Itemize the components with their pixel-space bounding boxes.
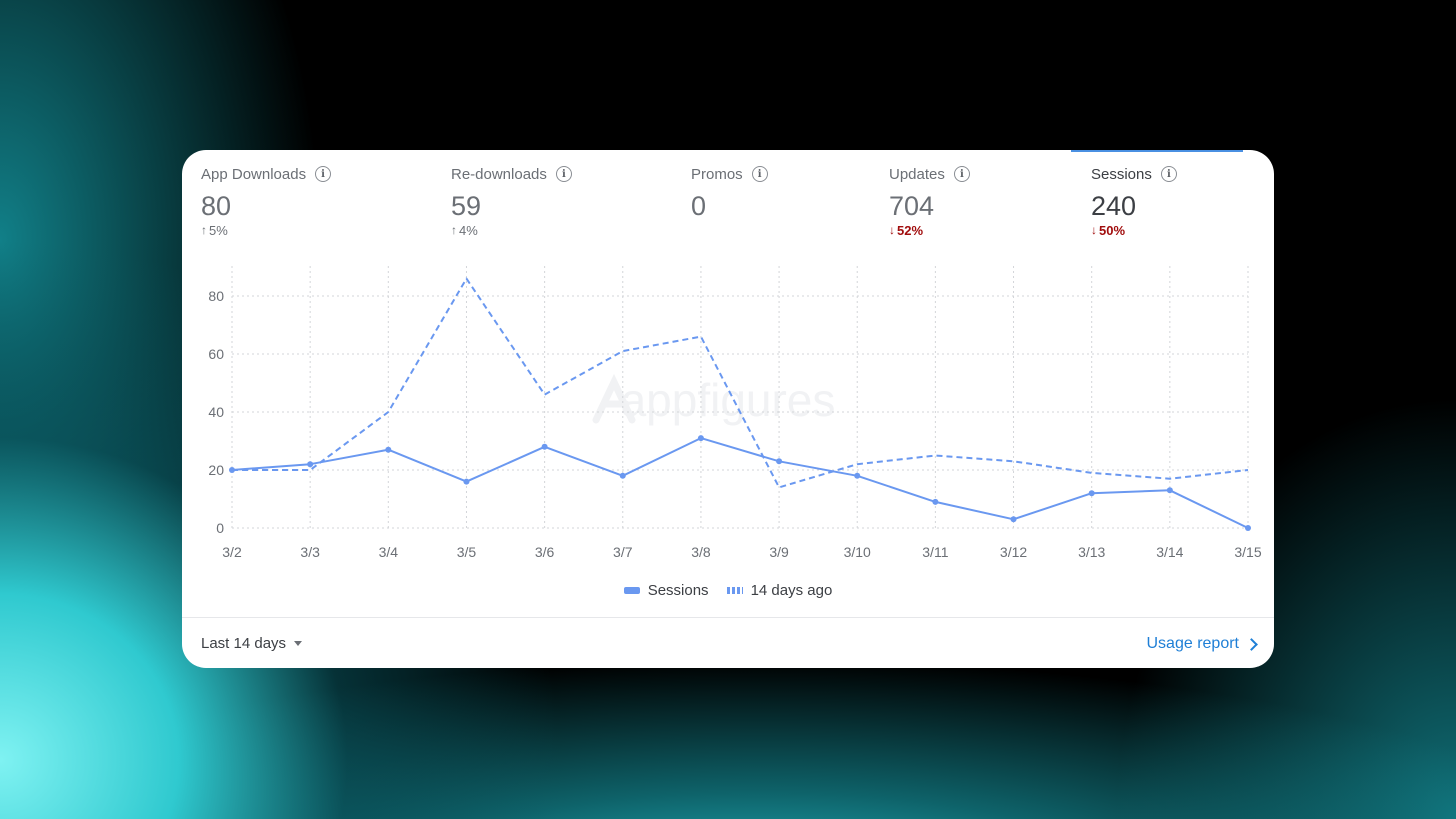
x-tick-label: 3/15 xyxy=(1234,544,1261,560)
series-line-14-days-ago xyxy=(232,277,1249,489)
data-point xyxy=(1166,487,1173,494)
metric-label: Promos xyxy=(691,165,743,183)
metric-value: 59 xyxy=(451,191,482,221)
active-tab-indicator xyxy=(1071,150,1243,152)
metric-value: 0 xyxy=(691,191,707,221)
legend-swatch-dashed xyxy=(726,587,743,594)
x-tick-label: 3/7 xyxy=(613,544,633,560)
analytics-card: App Downloads i 80 ↑ 5% Re-downloads i 59 ↑… xyxy=(182,150,1274,668)
metric-change: ↓ 52% xyxy=(889,222,924,238)
watermark-logo-icon xyxy=(592,373,636,424)
date-range-dropdown[interactable]: Last 14 days xyxy=(201,635,303,652)
arrow-up-icon: ↑ xyxy=(201,223,207,237)
usage-report-label: Usage report xyxy=(1146,635,1240,652)
footer-divider xyxy=(182,617,1274,618)
y-tick-label: 80 xyxy=(208,288,224,304)
legend-label: 14 days ago xyxy=(750,582,833,599)
x-tick-label: 3/11 xyxy=(922,544,948,560)
metric-change: ↑ 4% xyxy=(451,222,478,238)
info-icon[interactable]: i xyxy=(1160,166,1177,182)
data-point xyxy=(697,435,704,442)
x-tick-label: 3/6 xyxy=(535,544,555,560)
date-range-label: Last 14 days xyxy=(201,635,287,652)
metric-tab-updates[interactable]: Updates i 704 ↓ 52% xyxy=(889,164,970,238)
metric-tab-promos[interactable]: Promos i 0 xyxy=(691,164,768,238)
metric-label: App Downloads xyxy=(201,165,307,183)
y-tick-label: 60 xyxy=(208,346,224,362)
metric-value: 704 xyxy=(889,191,935,221)
arrow-down-icon: ↓ xyxy=(1091,223,1097,237)
legend-swatch-solid xyxy=(623,587,640,594)
legend-item-14-days-ago[interactable]: 14 days ago xyxy=(726,582,833,599)
data-point xyxy=(619,472,626,479)
series-line-sessions xyxy=(231,437,1249,529)
data-point xyxy=(385,446,392,453)
legend-label: Sessions xyxy=(647,582,709,599)
caret-down-icon xyxy=(294,641,303,646)
data-point xyxy=(463,478,470,485)
metric-change: ↑ 5% xyxy=(201,222,228,238)
x-tick-label: 3/2 xyxy=(222,544,242,560)
x-tick-label: 3/4 xyxy=(379,544,399,560)
metric-change: ↓ 50% xyxy=(1091,222,1126,238)
watermark-text: appfigures xyxy=(621,374,836,426)
metric-label: Sessions xyxy=(1091,165,1152,183)
x-tick-label: 3/10 xyxy=(844,544,871,560)
data-point xyxy=(776,458,783,465)
info-icon[interactable]: i xyxy=(555,166,572,182)
data-point xyxy=(854,472,861,479)
info-icon[interactable]: i xyxy=(953,166,970,182)
sessions-chart: appfigures 0 20 40 60 80 3/2 3/3 3/4 3/5 3/6 3/7 3/8… xyxy=(208,266,1262,560)
x-tick-label: 3/8 xyxy=(691,544,711,560)
arrow-down-icon: ↓ xyxy=(889,223,895,237)
metric-value: 80 xyxy=(201,191,232,221)
x-tick-label: 3/9 xyxy=(769,544,789,560)
y-tick-label: 40 xyxy=(208,404,224,420)
info-icon[interactable]: i xyxy=(751,166,768,182)
data-point xyxy=(932,498,939,505)
data-point xyxy=(307,461,314,468)
metric-tab-app-downloads[interactable]: App Downloads i 80 ↑ 5% xyxy=(201,164,332,238)
x-tick-label: 3/12 xyxy=(1000,544,1027,560)
x-tick-label: 3/5 xyxy=(457,544,477,560)
metric-tab-sessions[interactable]: Sessions i 240 ↓ 50% xyxy=(1091,164,1177,238)
y-tick-label: 0 xyxy=(216,520,224,536)
metric-label: Updates xyxy=(889,165,945,183)
chevron-right-icon xyxy=(1245,637,1258,651)
chart-legend: Sessions 14 days ago xyxy=(182,582,1274,599)
usage-report-link[interactable]: Usage report xyxy=(1146,635,1258,653)
metric-value: 240 xyxy=(1091,191,1137,221)
info-icon[interactable]: i xyxy=(315,166,332,182)
arrow-up-icon: ↑ xyxy=(451,223,457,237)
data-point xyxy=(1088,490,1095,497)
y-tick-label: 20 xyxy=(208,462,224,478)
data-point xyxy=(541,443,548,450)
metric-tab-re-downloads[interactable]: Re-downloads i 59 ↑ 4% xyxy=(451,164,572,238)
x-tick-label: 3/3 xyxy=(300,544,320,560)
x-tick-label: 3/13 xyxy=(1078,544,1105,560)
data-point xyxy=(1245,525,1251,531)
legend-item-sessions[interactable]: Sessions xyxy=(623,582,709,599)
x-tick-label: 3/14 xyxy=(1156,544,1183,560)
metric-label: Re-downloads xyxy=(451,165,547,183)
data-point xyxy=(1010,516,1017,523)
